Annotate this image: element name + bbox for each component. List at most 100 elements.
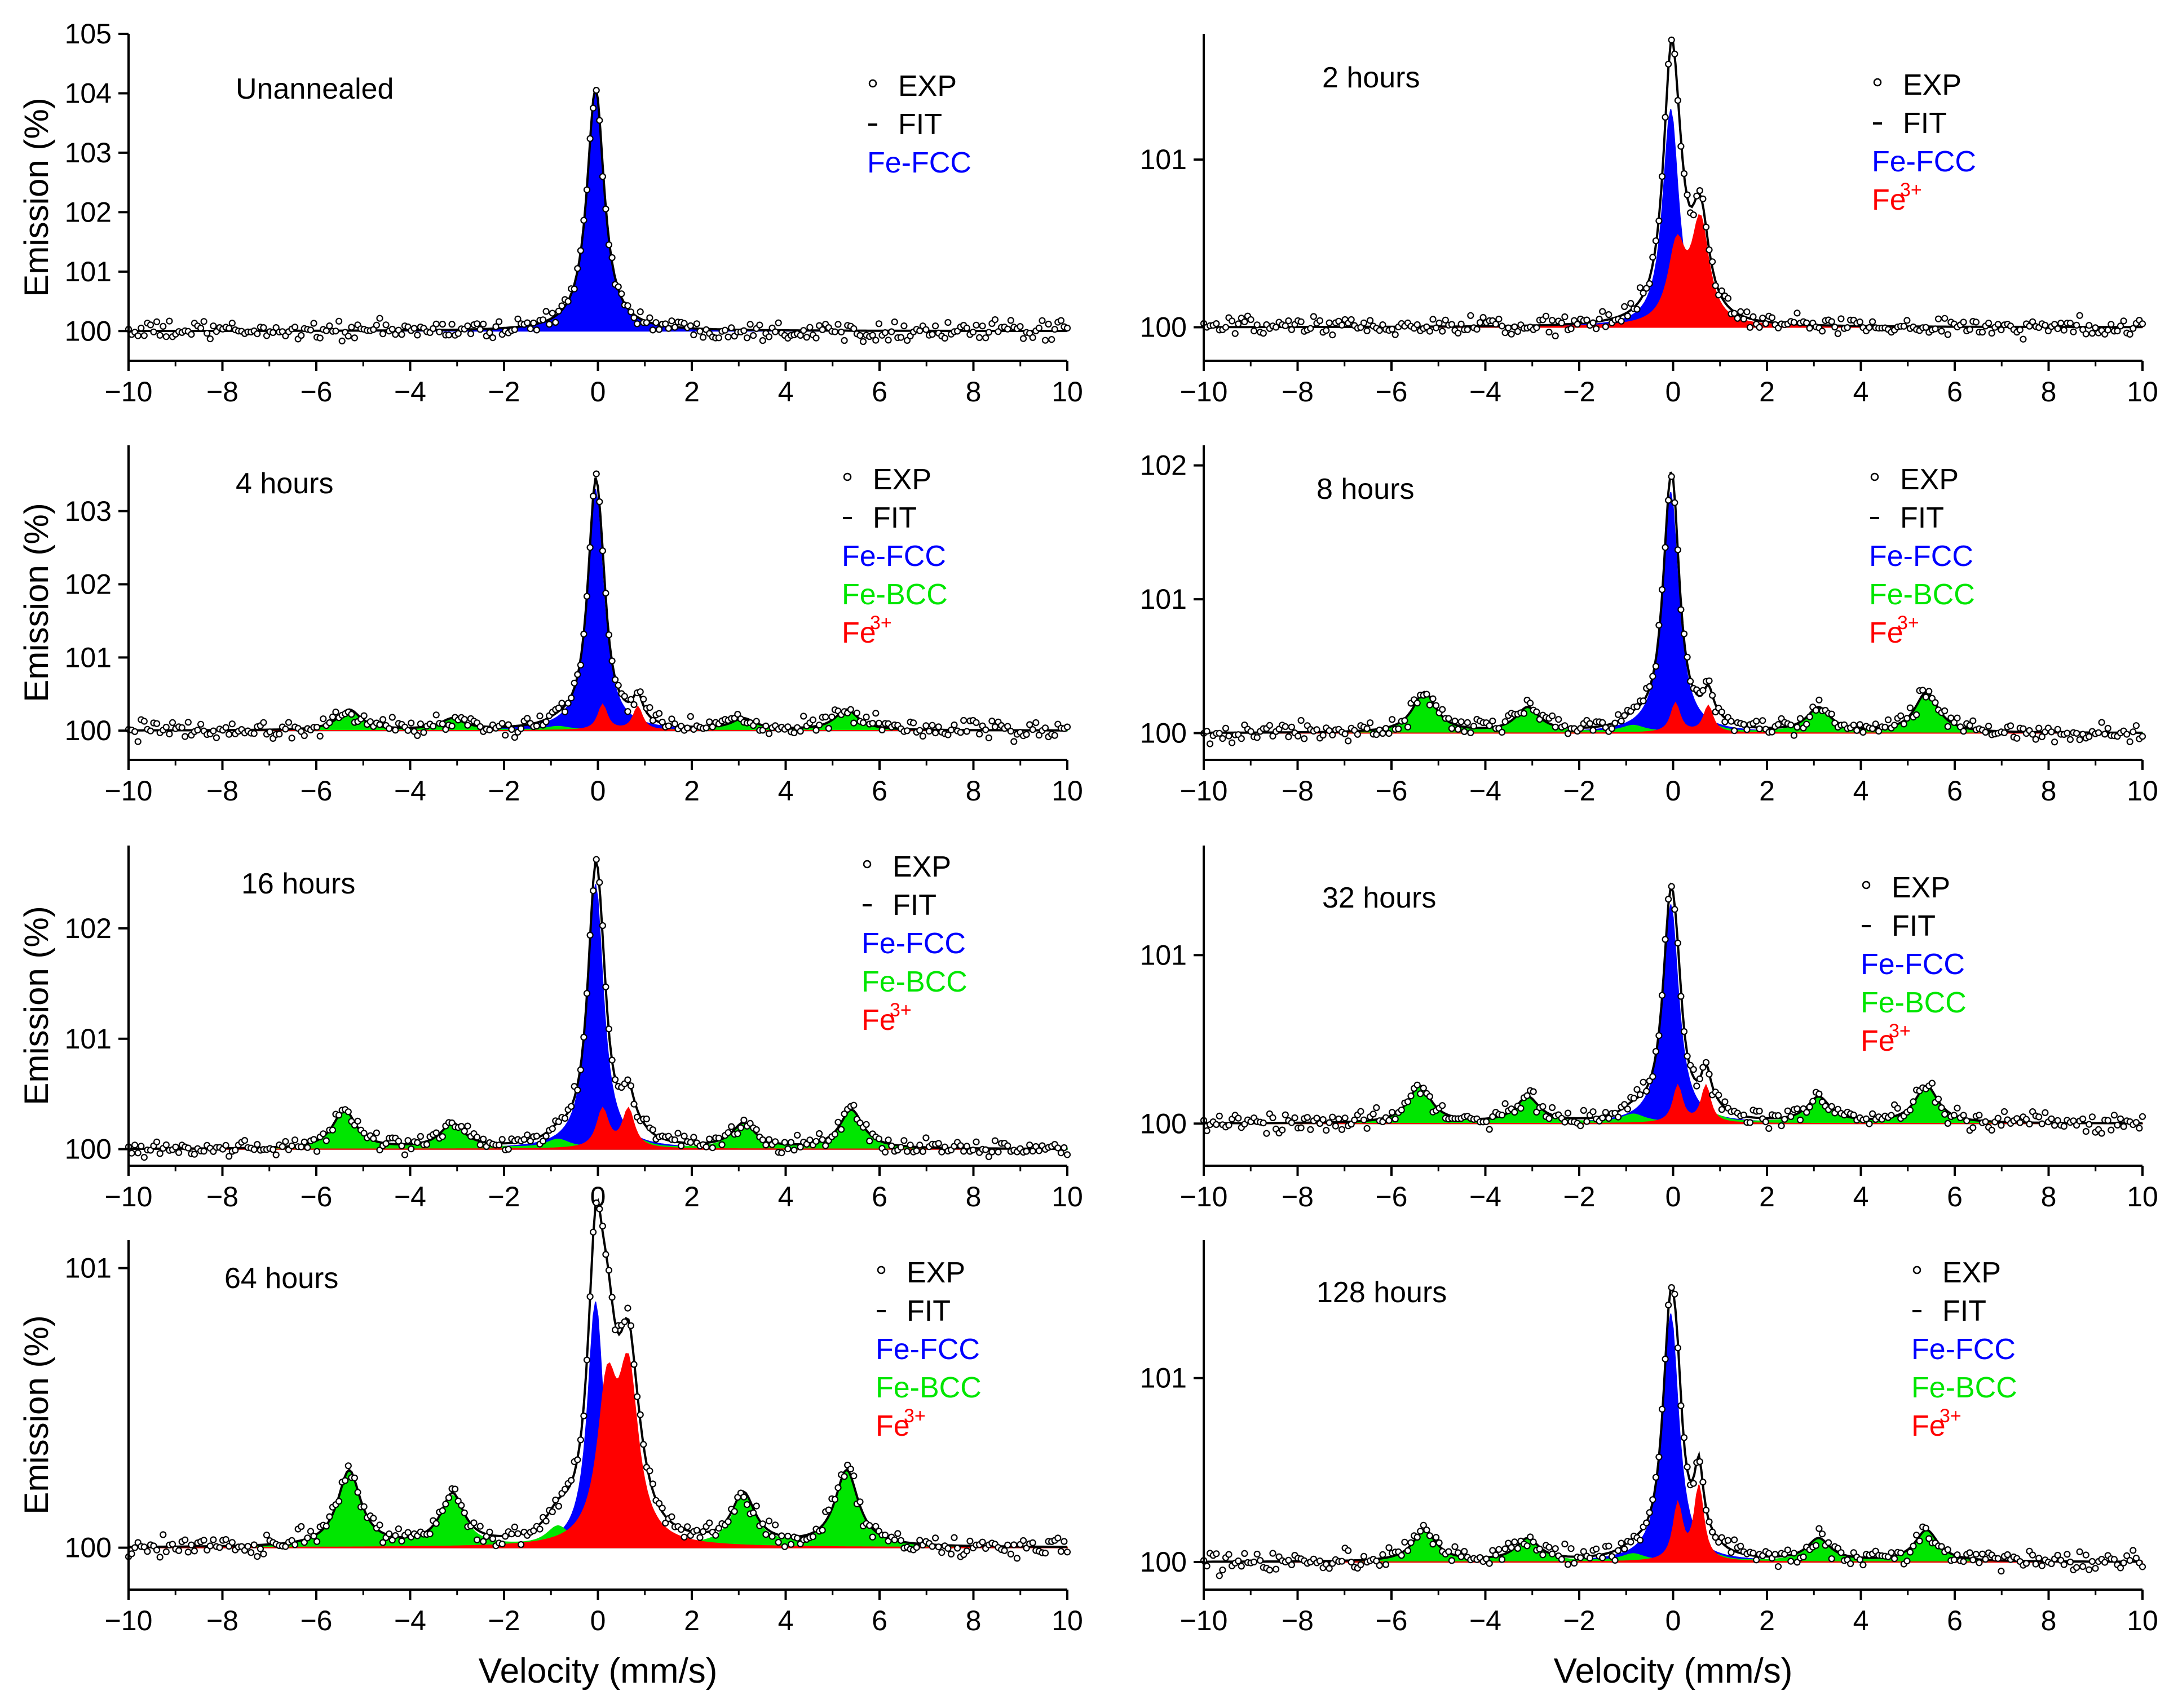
legend-exp: EXP bbox=[893, 851, 951, 883]
x-tick-label: 4 bbox=[778, 775, 794, 807]
exp-point bbox=[329, 713, 337, 720]
exp-point bbox=[1621, 303, 1628, 311]
exp-point bbox=[1533, 324, 1540, 331]
exp-point bbox=[765, 1136, 773, 1143]
exp-point bbox=[1348, 316, 1355, 324]
exp-point bbox=[153, 1546, 161, 1554]
exp-point bbox=[448, 722, 456, 730]
exp-point bbox=[1932, 325, 1939, 333]
exp-point bbox=[542, 308, 550, 315]
exp-point bbox=[1966, 722, 1973, 729]
exp-point bbox=[291, 1136, 299, 1144]
exp-point bbox=[2088, 1557, 2096, 1565]
exp-point bbox=[1004, 1142, 1011, 1149]
exp-point bbox=[1706, 1518, 1713, 1525]
exp-point bbox=[1850, 1111, 1857, 1119]
exp-point bbox=[574, 1086, 581, 1094]
legend-exp: EXP bbox=[873, 463, 931, 496]
exp-point bbox=[514, 1530, 522, 1537]
exp-point bbox=[1976, 1559, 1983, 1567]
exp-point bbox=[470, 1519, 478, 1526]
exp-point bbox=[875, 320, 883, 328]
exp-point bbox=[1847, 1560, 1854, 1568]
exp-point bbox=[1404, 1098, 1412, 1105]
exp-points bbox=[1200, 473, 2146, 747]
exp-point bbox=[1273, 324, 1280, 331]
exp-point bbox=[765, 1517, 773, 1525]
exp-point bbox=[1401, 717, 1408, 724]
exp-point bbox=[624, 302, 631, 309]
x-tick-label: 10 bbox=[1052, 376, 1083, 408]
exp-point bbox=[2082, 1551, 2089, 1559]
exp-point bbox=[1357, 324, 1364, 331]
exp-point bbox=[1448, 321, 1455, 328]
exp-point bbox=[162, 333, 170, 340]
exp-point bbox=[2042, 321, 2049, 329]
exp-point bbox=[1329, 731, 1336, 738]
exp-point bbox=[2139, 733, 2146, 740]
exp-point bbox=[599, 1223, 607, 1230]
legend-fe3-superscript: 3+ bbox=[904, 1405, 926, 1427]
exp-point bbox=[1423, 1526, 1430, 1534]
exp-point bbox=[156, 331, 164, 339]
exp-point bbox=[322, 1137, 330, 1144]
exp-point bbox=[646, 314, 653, 321]
exp-point bbox=[593, 1199, 600, 1206]
x-tick-label: 4 bbox=[778, 1605, 794, 1636]
exp-point bbox=[1702, 1059, 1710, 1066]
exp-point bbox=[140, 332, 148, 339]
exp-point bbox=[951, 721, 958, 729]
exp-point bbox=[464, 322, 471, 330]
legend-fe3-superscript: 3+ bbox=[1889, 1020, 1911, 1042]
exp-point bbox=[483, 1533, 490, 1540]
exp-point bbox=[611, 676, 619, 683]
x-tick-label: 10 bbox=[1052, 775, 1083, 807]
exp-point bbox=[1655, 621, 1663, 629]
legend-fe3: Fe bbox=[1911, 1410, 1946, 1442]
exp-point bbox=[922, 1134, 930, 1141]
exp-point bbox=[144, 1548, 151, 1555]
exp-point bbox=[408, 1145, 415, 1153]
exp-point bbox=[878, 726, 886, 734]
exp-point bbox=[1222, 324, 1230, 331]
y-tick-label: 101 bbox=[65, 1023, 112, 1055]
exp-point bbox=[633, 1393, 641, 1400]
exp-point bbox=[480, 1135, 487, 1143]
exp-point bbox=[476, 1523, 484, 1530]
exp-point bbox=[191, 1547, 198, 1555]
exp-point bbox=[153, 1138, 161, 1145]
exp-point bbox=[473, 320, 481, 328]
exp-point bbox=[1828, 1555, 1835, 1563]
exp-point bbox=[1944, 331, 1951, 338]
exp-point bbox=[2126, 738, 2133, 746]
exp-point bbox=[1483, 1118, 1490, 1126]
exp-point bbox=[197, 720, 205, 728]
exp-point bbox=[1213, 1550, 1220, 1557]
exp-point bbox=[131, 1141, 139, 1149]
exp-point bbox=[1061, 1538, 1068, 1545]
exp-point bbox=[856, 331, 864, 339]
exp-point bbox=[1985, 723, 1993, 730]
exp-point bbox=[1455, 329, 1462, 337]
exp-point bbox=[288, 1142, 295, 1149]
exp-point bbox=[1803, 1109, 1810, 1116]
exp-point bbox=[1621, 712, 1628, 719]
exp-point bbox=[762, 1141, 770, 1149]
x-tick-label: −10 bbox=[1180, 1605, 1228, 1636]
exp-point bbox=[693, 320, 701, 328]
exp-point bbox=[1709, 258, 1716, 266]
exp-point bbox=[222, 724, 229, 731]
exp-point bbox=[1768, 314, 1775, 321]
exp-point bbox=[599, 922, 607, 930]
exp-point bbox=[975, 334, 983, 342]
exp-point bbox=[150, 328, 157, 335]
exp-point bbox=[1784, 1546, 1791, 1554]
exp-point bbox=[527, 325, 534, 333]
exp-point bbox=[524, 319, 531, 326]
exp-point bbox=[288, 734, 295, 742]
exp-point bbox=[210, 322, 217, 330]
exp-point bbox=[1288, 1119, 1295, 1126]
